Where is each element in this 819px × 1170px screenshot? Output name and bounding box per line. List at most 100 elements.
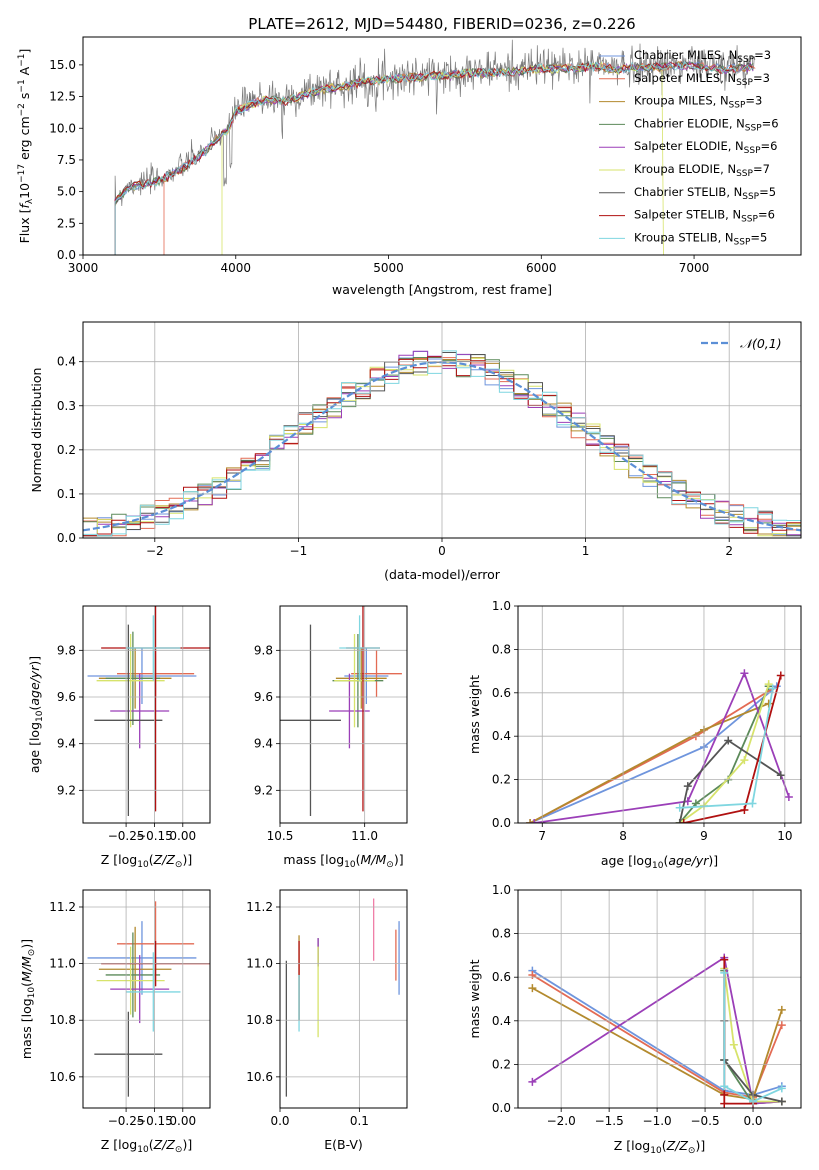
y-tick-label: 9.8 <box>57 643 76 657</box>
y-tick-label: 11.2 <box>49 900 76 914</box>
plot-area <box>114 39 756 255</box>
figure-title: PLATE=2612, MJD=54480, FIBERID=0236, z=0… <box>248 15 635 33</box>
y-tick-label: 0.4 <box>492 1014 511 1028</box>
axes-frame <box>279 889 408 1109</box>
weight-line <box>531 969 783 1096</box>
y-tick-label: 10.6 <box>49 1070 76 1084</box>
y-tick-label: 0.6 <box>492 970 511 984</box>
plot-area <box>280 606 402 816</box>
weight-marker <box>764 680 773 689</box>
weight-marker <box>776 671 785 680</box>
x-tick-label: −2.0 <box>547 1114 576 1128</box>
legend-label: Kroupa MILES, NSSP=3 <box>634 94 762 111</box>
legend-label: Kroupa STELIB, NSSP=5 <box>634 230 767 247</box>
y-tick-label: 1.0 <box>492 883 511 897</box>
x-tick-label: 1 <box>582 544 590 558</box>
x-tick-label: 9 <box>700 829 708 843</box>
axes-frame <box>82 321 802 539</box>
x-axis-label: Z [log10(Z/Z⊙)] <box>101 852 192 870</box>
y-tick-label: 0.8 <box>492 927 511 941</box>
weight-line <box>723 968 782 1103</box>
x-tick-label: −1.5 <box>595 1114 624 1128</box>
weight-marker <box>679 819 688 823</box>
weight-line <box>723 972 783 1103</box>
y-tick-label: 0.0 <box>492 1101 511 1115</box>
weight-marker <box>777 1097 786 1106</box>
x-tick-label: 7 <box>538 829 546 843</box>
legend-label: Salpeter ELODIE, NSSP=6 <box>634 139 777 156</box>
y-axis-label: age [log10(age/yr)] <box>27 656 45 773</box>
y-tick-label: 0.2 <box>57 443 76 457</box>
y-tick-label: 9.6 <box>254 690 273 704</box>
weight-marker <box>720 955 729 964</box>
y-axis-label: mass weight <box>467 959 482 1038</box>
x-tick-label: 10 <box>777 829 792 843</box>
axes: 7 8 9 10 0.0 0.2 0.4 0.6 0.8 1.0 age [log10(age/yr… <box>467 599 802 871</box>
weight-marker <box>675 819 684 823</box>
y-tick-label: 9.4 <box>254 737 273 751</box>
weight-marker <box>777 1084 786 1093</box>
weight-line <box>531 956 782 1105</box>
axes: −2 −1 0 1 2 0.0 0.1 0.2 0.3 0.4 𝒩(0,1) (data-model)… <box>29 321 802 582</box>
model-spectrum <box>114 60 754 255</box>
x-tick-label: −1.0 <box>643 1114 672 1128</box>
axes: −0.25−0.150.00 10.6 10.8 11.0 11.2 Z [log10(Z… <box>19 889 211 1155</box>
y-tick-label: 0.2 <box>492 1057 511 1071</box>
y-axis-label: mass weight <box>467 675 482 754</box>
y-tick-label: 9.4 <box>57 737 76 751</box>
axes-frame <box>82 889 211 1109</box>
x-tick-label: 8 <box>619 829 627 843</box>
axes: −0.25−0.150.00 9.2 9.4 9.6 9.8 Z [log10(Z/Z⊙)… <box>27 605 211 870</box>
y-tick-label: 0.4 <box>57 355 76 369</box>
y-axis-label: Flux [fλ10−17 erg cm−2 s−1 A−1] <box>17 49 35 244</box>
x-tick-label: 0.0 <box>270 1114 289 1128</box>
y-tick-label: 0.3 <box>57 399 76 413</box>
y-tick-label: 11.0 <box>246 957 273 971</box>
x-axis-label: mass [log10(M/M⊙)] <box>283 852 403 870</box>
x-axis-label: Z [log10(Z/Z⊙)] <box>614 1138 705 1156</box>
x-tick-label: 0.1 <box>350 1114 369 1128</box>
model-spectrum <box>114 62 754 255</box>
weight-marker <box>528 1077 537 1086</box>
weight-marker <box>776 771 785 780</box>
axes-frame <box>82 605 211 824</box>
x-tick-label: 11.0 <box>351 829 378 843</box>
y-tick-label: 0.0 <box>57 531 76 545</box>
weight-marker <box>724 736 733 745</box>
weight-line <box>531 987 783 1101</box>
y-axis-label: Normed distribution <box>29 368 44 493</box>
x-tick-label: −1 <box>290 544 308 558</box>
y-tick-label: 11.0 <box>49 957 76 971</box>
y-axis-label: mass [log10(M/M⊙)] <box>19 939 37 1059</box>
axes-frame <box>82 36 802 256</box>
weight-marker <box>740 805 749 814</box>
x-tick-label: −2 <box>146 544 164 558</box>
x-tick-label: 5000 <box>373 261 404 275</box>
model-spectrum <box>114 60 754 255</box>
axes: −2.0 −1.5 −1.0 −0.5 0.0 0.0 0.2 0.4 0.6 0.8 1.0 Z [… <box>467 883 802 1156</box>
weight-marker <box>720 1082 729 1091</box>
y-tick-label: 10.0 <box>49 121 76 135</box>
weight-line <box>678 739 782 823</box>
plot-area <box>528 953 786 1108</box>
legend-label: Chabrier ELODIE, NSSP=6 <box>634 116 779 133</box>
y-tick-label: 15.0 <box>49 58 76 72</box>
legend-label: Chabrier STELIB, NSSP=5 <box>634 185 776 202</box>
y-tick-label: 0.6 <box>492 686 511 700</box>
weight-marker <box>720 968 729 977</box>
weight-marker <box>777 1021 786 1030</box>
axes-frame <box>517 889 802 1109</box>
y-tick-label: 0.8 <box>492 642 511 656</box>
y-tick-label: 0.0 <box>57 248 76 262</box>
weight-line <box>679 683 770 823</box>
x-tick-label: 6000 <box>526 261 557 275</box>
x-axis-label: wavelength [Angstrom, rest frame] <box>332 282 552 297</box>
weight-marker <box>530 819 539 823</box>
weight-marker <box>528 971 537 980</box>
legend-label: Chabrier MILES, NSSP=3 <box>634 48 771 65</box>
y-tick-label: 9.2 <box>57 783 76 797</box>
y-tick-label: 9.2 <box>254 783 273 797</box>
weight-marker <box>768 684 777 693</box>
weight-marker <box>683 782 692 791</box>
